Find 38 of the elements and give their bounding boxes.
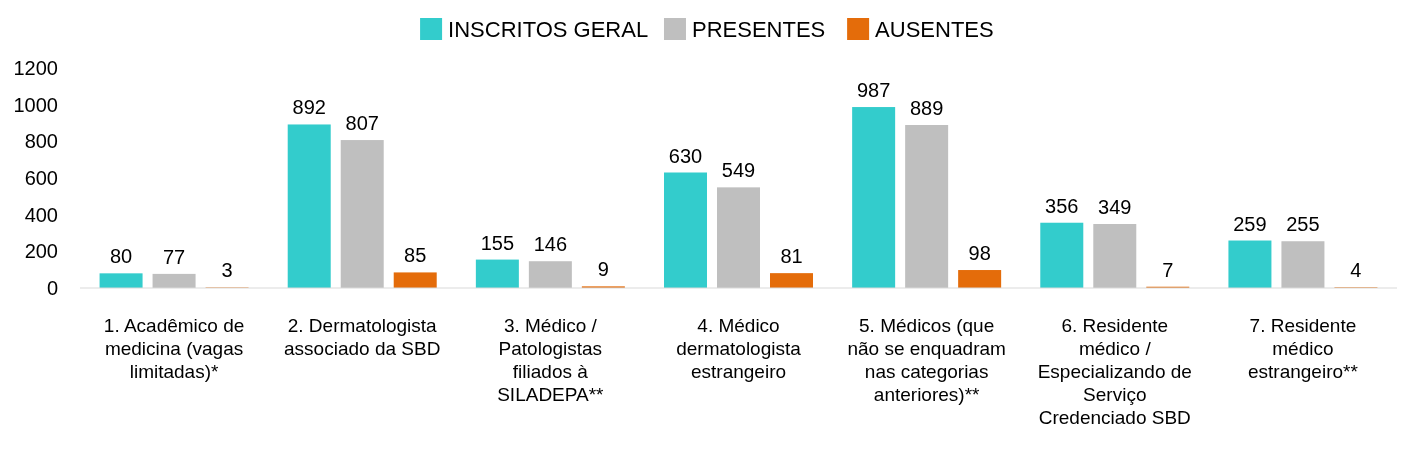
legend-label: INSCRITOS GERAL [448,16,649,42]
x-tick-label: 3. Médico / Patologistas filiados à SILADEPA** [497,315,605,405]
y-tick-label: 800 [24,130,58,153]
data-label: 892 [292,96,326,119]
data-label: 81 [780,245,803,268]
y-tick-label: 1000 [13,93,58,116]
y-tick-label: 600 [24,167,58,189]
data-label: 356 [1045,194,1079,217]
data-label: 98 [968,242,991,265]
y-tick-label: 400 [24,203,58,226]
data-label: 155 [480,231,515,254]
x-tick-label: 7. Residente médico estrangeiro** [1248,315,1359,382]
x-tick-label: 2. Dermatologista associado da SBD [284,315,441,359]
y-tick-label: 200 [24,240,58,263]
data-label: 987 [856,79,891,102]
x-tick-label: 5. Médicos (que não se enquadram nas categorias anteriores)** [847,315,1006,405]
data-label: 4 [1350,259,1362,282]
data-label: 80 [109,245,133,268]
legend-label: PRESENTES [691,16,826,42]
data-label: 549 [721,159,756,182]
data-label: 807 [345,112,379,135]
x-tick-label: 1. Acadêmico de medicina (vagas limitadas)* [103,315,245,382]
x-tick-label: 6. Residente médico / Especializando de Serviço Credenciado SBD [1037,315,1192,428]
data-label: 7 [1162,258,1174,281]
y-tick-label: 1200 [13,57,58,79]
data-label: 3 [221,259,233,282]
data-label: 146 [533,233,568,256]
data-label: 889 [909,97,944,120]
data-label: 255 [1286,213,1320,236]
data-label: 85 [404,244,427,267]
data-label: 630 [668,144,703,167]
data-label: 259 [1233,212,1267,235]
data-label: 349 [1098,196,1132,219]
y-tick-label: 0 [46,277,58,299]
x-tick-label: 4. Médico dermatologista estrangeiro [676,315,802,382]
legend-label: AUSENTES [875,16,994,42]
data-label: 9 [597,258,609,281]
data-label: 77 [162,245,186,268]
